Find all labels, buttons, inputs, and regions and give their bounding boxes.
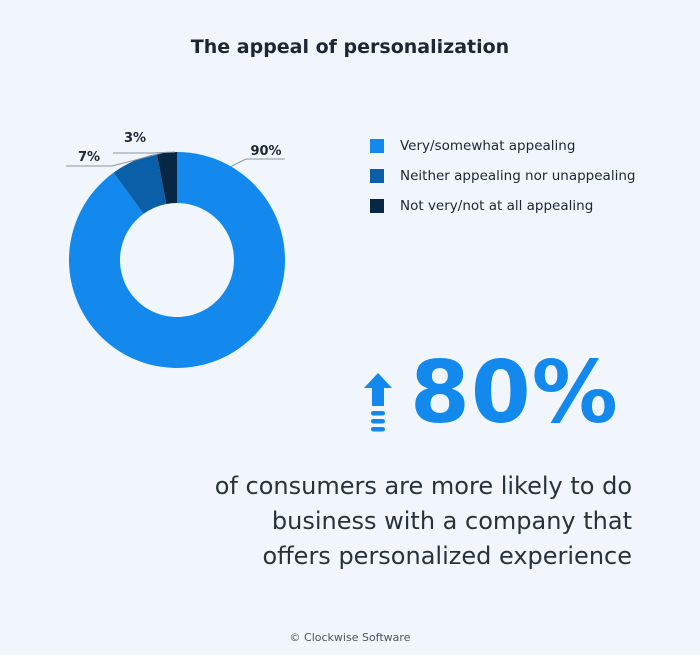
legend-swatch-very-appealing [370, 139, 384, 153]
leader-line-very-appealing [230, 158, 285, 167]
legend-swatch-not-appealing [370, 199, 384, 213]
legend: Very/somewhat appealing Neither appealin… [370, 136, 635, 226]
legend-label-neither: Neither appealing nor unappealing [400, 168, 636, 184]
legend-label-not-appealing: Not very/not at all appealing [400, 198, 594, 214]
donut-chart: 90% 7% 3% [66, 131, 286, 368]
credit: © Clockwise Software [289, 631, 411, 644]
legend-item-2: Not very/not at all appealing [370, 196, 635, 216]
donut-data-labels: 90% 7% 3% [66, 131, 285, 167]
highlight-statement: of consumers are more likely to do busin… [214, 472, 632, 570]
up-arrow-icon [364, 373, 392, 432]
data-label-neither: 7% [78, 150, 100, 165]
donut-slice-not-appealing [156, 152, 177, 205]
data-label-not-appealing: 3% [124, 131, 146, 146]
donut-slice-neither [113, 153, 167, 214]
leader-line-neither [66, 152, 163, 167]
data-label-very-appealing: 90% [250, 144, 281, 159]
chart-title: The appeal of personalization [190, 36, 510, 58]
donut-slices [68, 152, 286, 368]
legend-item-0: Very/somewhat appealing [370, 136, 635, 156]
legend-swatch-neither [370, 169, 384, 183]
legend-label-very-appealing: Very/somewhat appealing [400, 138, 576, 154]
highlight-percentage: 80% [410, 343, 619, 443]
donut-slice-very-appealing [68, 152, 286, 368]
legend-item-1: Neither appealing nor unappealing [370, 166, 635, 186]
leader-line-not-appealing [113, 151, 176, 154]
